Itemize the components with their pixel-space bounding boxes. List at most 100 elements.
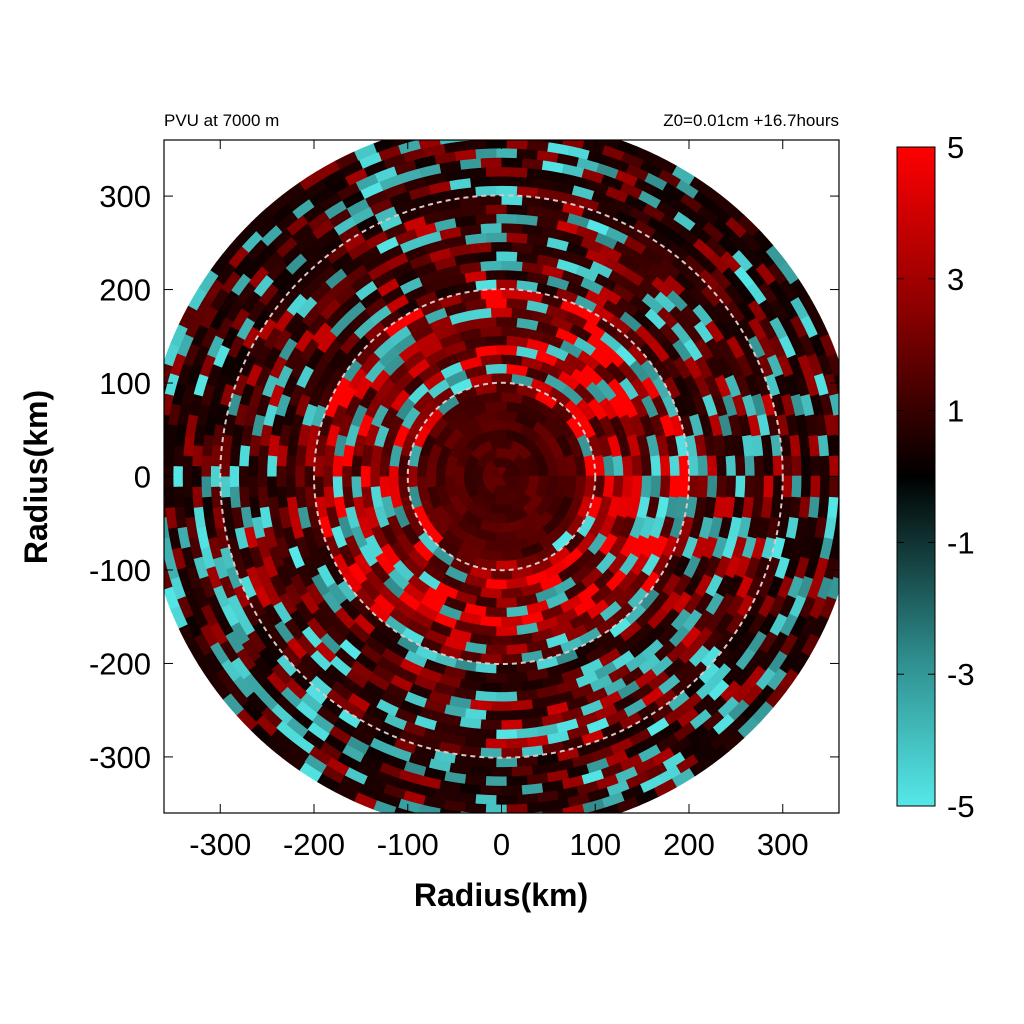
- heat-cell: [284, 253, 308, 276]
- heat-cell: [359, 181, 384, 200]
- heat-cell: [589, 347, 613, 369]
- heat-cell: [374, 377, 396, 402]
- heat-cell: [319, 633, 342, 656]
- heat-cell: [714, 628, 735, 653]
- heat-cell: [612, 601, 636, 624]
- heat-cell: [510, 307, 534, 320]
- heat-cell: [325, 176, 350, 197]
- heat-cell: [756, 353, 774, 378]
- heat-cell: [510, 176, 533, 188]
- heat-cell: [715, 355, 734, 379]
- heat-cell: [557, 370, 581, 391]
- heat-cell: [599, 600, 623, 622]
- heat-cell: [339, 598, 362, 622]
- heat-cell: [630, 534, 650, 559]
- heat-cell: [380, 244, 404, 263]
- heat-cell: [716, 475, 728, 498]
- heat-cell: [577, 513, 597, 538]
- heat-cell: [692, 190, 716, 211]
- heat-cell: [630, 552, 651, 577]
- heat-cell: [534, 475, 549, 499]
- heat-cell: [635, 787, 660, 806]
- heat-cell: [511, 632, 535, 646]
- heat-cell: [641, 534, 660, 559]
- heat-cell: [530, 557, 555, 576]
- heat-cell: [823, 412, 837, 436]
- heat-cell: [182, 455, 193, 478]
- heat-cell: [585, 178, 610, 196]
- heat-cell: [251, 621, 273, 645]
- heat-cell: [386, 514, 405, 539]
- heat-cell: [307, 721, 331, 743]
- heat-cell: [506, 709, 529, 721]
- heat-cell: [772, 475, 784, 498]
- heat-cell: [176, 567, 193, 591]
- heat-cell: [209, 642, 230, 666]
- heat-cell: [491, 457, 512, 469]
- heat-cell: [326, 582, 348, 606]
- heat-cell: [570, 563, 594, 586]
- heat-cell: [576, 495, 594, 519]
- heat-cell: [590, 190, 615, 208]
- heat-cell: [515, 345, 539, 360]
- heat-cell: [465, 501, 489, 522]
- heat-cell: [747, 334, 766, 359]
- heat-cell: [650, 229, 674, 250]
- heat-cell: [164, 537, 175, 561]
- heat-cell: [329, 655, 353, 678]
- heat-cell: [403, 284, 428, 304]
- heat-cell: [191, 445, 204, 468]
- heat-cell: [693, 741, 717, 763]
- heat-cell: [693, 609, 715, 633]
- heat-cell: [641, 552, 661, 577]
- heat-cell: [453, 386, 478, 404]
- heat-cell: [230, 308, 250, 332]
- heat-cell: [663, 656, 687, 679]
- heat-cell: [336, 350, 358, 374]
- heat-cell: [681, 392, 699, 417]
- heat-cell: [538, 402, 562, 424]
- heat-cell: [414, 331, 439, 351]
- heat-cell: [797, 575, 815, 599]
- heat-cell: [810, 614, 829, 639]
- heat-cell: [566, 513, 587, 538]
- heat-cell: [352, 317, 376, 340]
- heat-cell: [475, 662, 498, 674]
- heat-cell: [341, 359, 363, 383]
- heat-cell: [491, 484, 512, 496]
- heat-cell: [596, 773, 620, 791]
- heat-cell: [581, 729, 606, 746]
- heat-cell: [475, 484, 498, 505]
- heat-cell: [764, 555, 781, 580]
- heat-cell: [804, 516, 819, 539]
- heat-cell: [618, 222, 643, 242]
- heat-cell: [373, 424, 390, 449]
- heat-cell: [668, 454, 681, 477]
- heat-cell: [344, 264, 369, 285]
- heat-cell: [380, 496, 397, 520]
- heat-cell: [599, 690, 623, 709]
- heat-cell: [284, 583, 304, 607]
- heat-cell: [605, 156, 630, 173]
- heat-cell: [270, 267, 293, 291]
- heat-cell: [663, 274, 686, 296]
- heat-cell: [360, 753, 384, 772]
- heat-cell: [560, 269, 585, 286]
- heat-cell: [403, 244, 428, 262]
- heat-cell: [633, 714, 657, 734]
- heat-cell: [215, 262, 236, 286]
- heat-cell: [259, 424, 273, 448]
- heat-cell: [648, 339, 671, 363]
- heat-cell: [672, 373, 692, 398]
- heat-cell: [363, 296, 387, 318]
- heat-cell: [423, 658, 448, 676]
- heat-cell: [566, 495, 584, 519]
- heat-cell: [353, 343, 376, 367]
- heat-cell: [624, 740, 649, 760]
- heat-cell: [704, 355, 724, 379]
- heat-cell: [275, 211, 299, 233]
- heat-cell: [593, 475, 606, 499]
- heat-cell: [582, 319, 606, 340]
- heat-cell: [316, 705, 340, 727]
- heat-cell: [828, 392, 839, 416]
